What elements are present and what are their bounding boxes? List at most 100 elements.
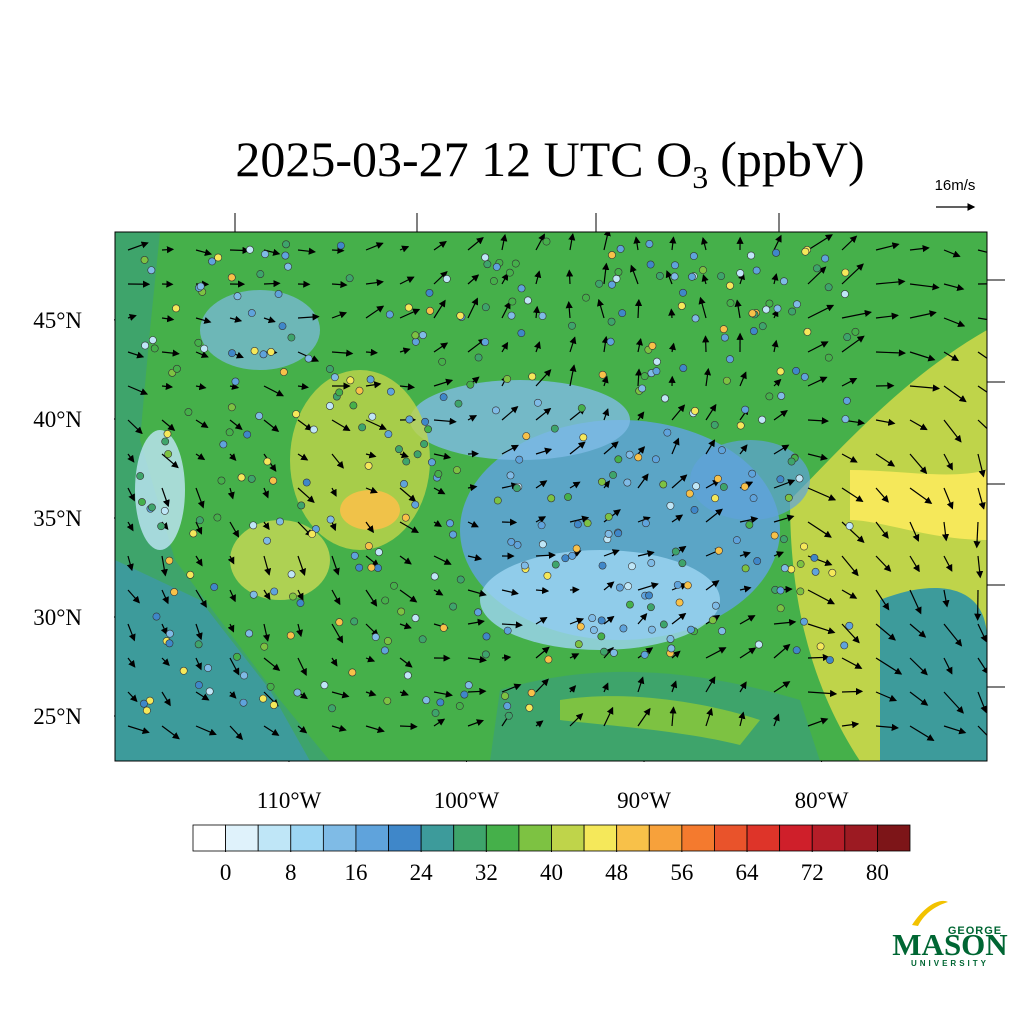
- wind-arrow: [773, 618, 797, 627]
- station-dot: [179, 666, 188, 675]
- colorbar-box: [257, 824, 292, 852]
- wind-arrow: [637, 446, 646, 455]
- station-dot: [384, 430, 393, 439]
- station-dot: [165, 556, 174, 565]
- wind-arrow: [569, 364, 577, 387]
- wind-arrow: [841, 377, 858, 387]
- station-dot: [796, 560, 805, 568]
- wind-arrow: [909, 453, 928, 475]
- station-dot: [266, 682, 275, 691]
- station-dot: [172, 304, 180, 313]
- wind-arrow: [161, 382, 174, 390]
- station-dot: [204, 664, 212, 672]
- wind-arrow: [195, 725, 217, 736]
- station-dot: [246, 245, 254, 254]
- wind-arrow: [330, 657, 338, 667]
- wind-arrow: [807, 417, 829, 425]
- station-dot: [335, 618, 344, 627]
- wind-arrow: [501, 683, 522, 693]
- station-dot: [656, 271, 664, 280]
- wind-arrow: [127, 313, 137, 321]
- station-dot: [780, 535, 788, 544]
- station-dot: [355, 386, 364, 395]
- wind-arrow: [263, 555, 272, 576]
- station-dot: [227, 273, 236, 282]
- wind-arrow: [331, 589, 341, 606]
- station-dot: [765, 392, 774, 401]
- station-dot: [673, 580, 682, 589]
- station-dot: [640, 372, 649, 381]
- colorbar-label: 32: [475, 860, 498, 885]
- station-dot: [527, 688, 536, 697]
- station-dot: [297, 501, 306, 510]
- wind-arrow: [229, 382, 240, 390]
- wind-arrow: [637, 582, 659, 591]
- wind-arrow: [399, 657, 413, 668]
- wind-arrow: [297, 247, 316, 255]
- station-dot: [736, 421, 745, 430]
- colorbar-box: [681, 824, 715, 852]
- wind-arrow: [942, 589, 950, 608]
- colorbar-box: [355, 824, 389, 852]
- station-dot: [722, 376, 731, 385]
- wind-arrow: [773, 410, 788, 421]
- station-dot: [624, 582, 632, 591]
- station-dot: [776, 604, 785, 613]
- wind-arrow: [195, 419, 209, 429]
- station-dot: [424, 425, 433, 434]
- station-dot: [261, 250, 269, 259]
- wind-arrow: [195, 623, 203, 641]
- wind-arrow: [977, 249, 987, 253]
- station-dot: [231, 377, 240, 386]
- station-dot: [507, 311, 516, 320]
- station-dot: [573, 520, 582, 529]
- station-dot: [503, 702, 512, 710]
- station-dot: [439, 393, 448, 402]
- wind-arrow: [943, 623, 963, 647]
- station-dot: [296, 599, 305, 607]
- wind-arrow: [943, 385, 967, 403]
- station-dot: [455, 702, 464, 710]
- station-dot: [276, 517, 284, 526]
- wind-arrow: [262, 623, 270, 642]
- wind-arrow: [399, 722, 418, 731]
- station-dot: [828, 568, 837, 577]
- wind-arrow: [229, 246, 250, 255]
- station-dot: [640, 650, 649, 659]
- wind-arrow: [535, 646, 550, 659]
- station-dot: [249, 521, 258, 530]
- station-dot: [691, 406, 699, 415]
- frame-ticks: [234, 213, 1005, 688]
- station-dot: [841, 290, 849, 298]
- station-dot: [533, 398, 542, 407]
- station-dot: [608, 280, 616, 289]
- station-dot: [609, 471, 617, 479]
- station-dot: [634, 453, 643, 462]
- station-dot: [793, 300, 801, 309]
- wind-arrow: [501, 444, 519, 455]
- wind-arrow: [161, 589, 169, 605]
- station-dot: [390, 581, 398, 590]
- station-dot: [811, 567, 820, 576]
- reference-vector-label: 16m/s: [935, 177, 976, 194]
- wind-arrow: [262, 487, 269, 499]
- wind-arrow: [331, 281, 348, 289]
- wind-arrow: [535, 586, 550, 595]
- station-dot: [142, 706, 151, 715]
- wind-arrow: [467, 415, 478, 422]
- wind-arrow: [841, 487, 864, 503]
- wind-arrow: [365, 419, 387, 430]
- station-dot: [619, 624, 628, 633]
- wind-arrow: [841, 309, 872, 319]
- station-dot: [386, 387, 395, 396]
- station-dot: [717, 272, 726, 281]
- station-dot: [374, 548, 383, 557]
- station-dot: [489, 277, 498, 285]
- wind-arrow: [875, 657, 903, 675]
- station-dot: [770, 531, 779, 540]
- wind-arrow: [875, 418, 896, 426]
- wind-arrow: [629, 264, 639, 285]
- station-dot: [260, 642, 269, 651]
- wind-arrow: [569, 653, 580, 660]
- wind-arrow: [160, 623, 168, 636]
